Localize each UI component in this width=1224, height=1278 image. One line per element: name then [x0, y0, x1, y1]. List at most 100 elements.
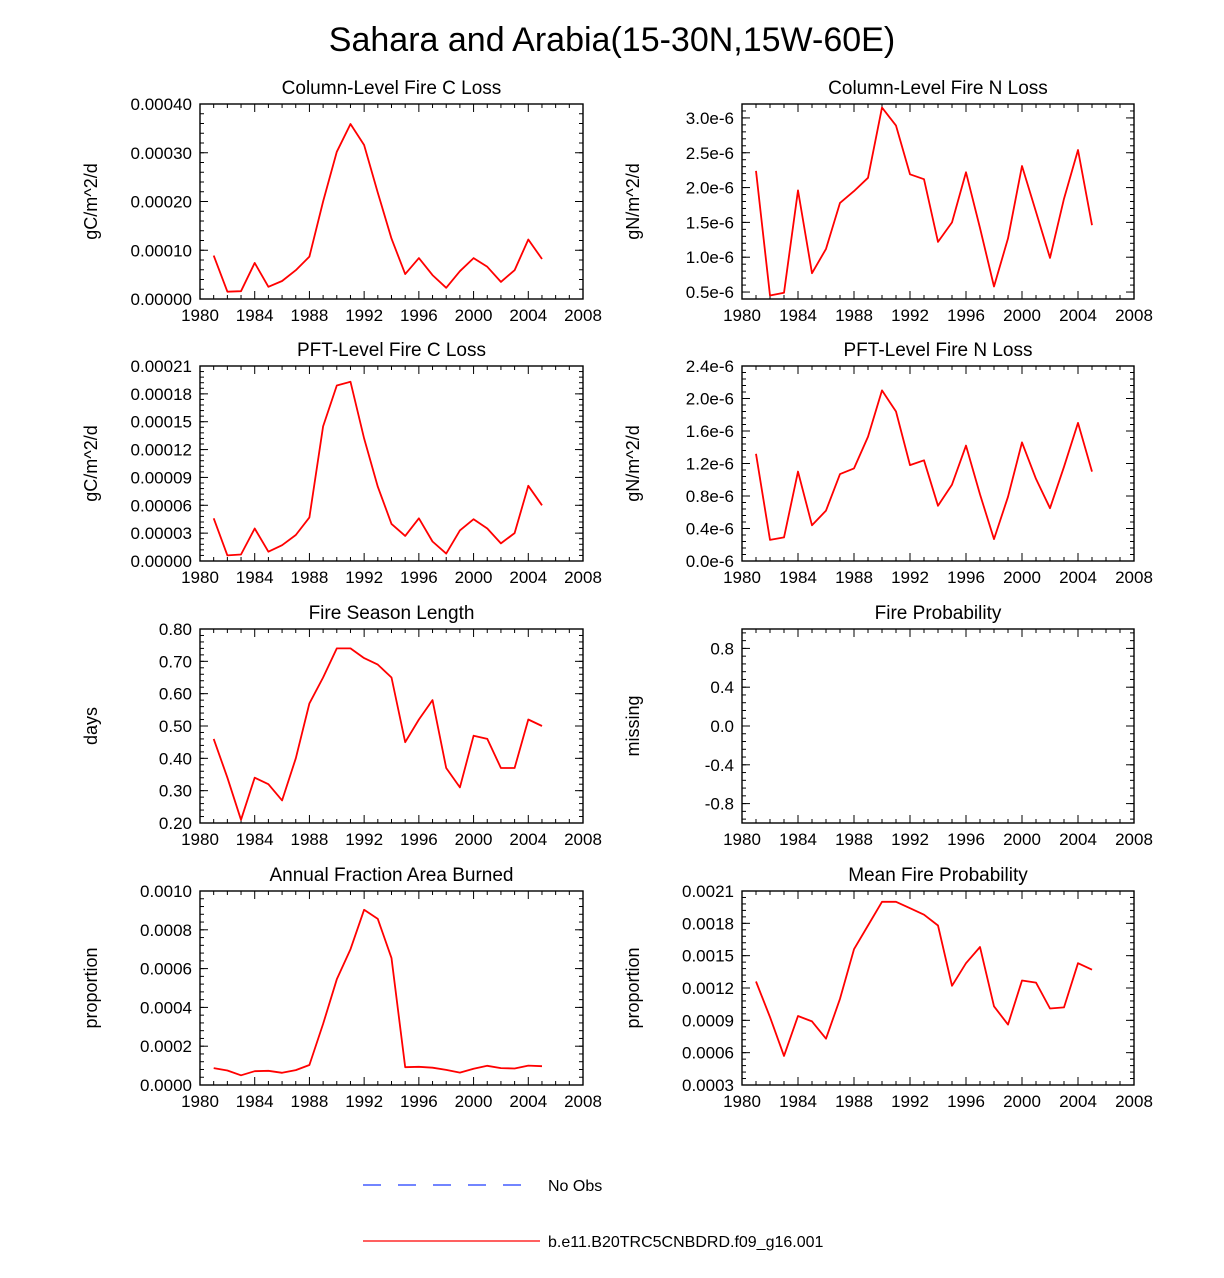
y-tick-label: -0.8 [705, 795, 734, 814]
x-tick-label: 1980 [181, 830, 219, 849]
panel-5: Fire Season Length 1980 1984 1988 1992 1996 20… [81, 603, 602, 849]
x-tick-label: 2004 [509, 568, 547, 587]
x-tick-label: 1992 [345, 1092, 383, 1111]
x-tick-label: 1984 [779, 830, 817, 849]
x-tick-label: 2000 [1003, 568, 1041, 587]
x-tick-label: 1992 [891, 1092, 929, 1111]
plot-frame [199, 103, 584, 300]
x-tick-label: 2008 [1115, 1092, 1153, 1111]
x-tick-label: 1988 [291, 568, 329, 587]
x-tick-label: 2000 [1003, 830, 1041, 849]
x-tick-label: 2000 [455, 1092, 493, 1111]
x-tick-label: 1984 [236, 568, 274, 587]
x-tick-label: 1980 [181, 568, 219, 587]
x-tick-label: 1992 [345, 568, 383, 587]
x-tick-label: 2008 [1115, 306, 1153, 325]
y-tick-label: 0.50 [159, 717, 192, 736]
x-tick-label: 1996 [947, 1092, 985, 1111]
y-tick-label: 0.00000 [131, 290, 192, 309]
y-tick-label: 0.0012 [682, 979, 734, 998]
x-tick-label: 1988 [291, 830, 329, 849]
y-tick-label: 0.0000 [140, 1076, 192, 1095]
y-tick-label: 0.00010 [131, 241, 192, 260]
panel-grid: Column-Level Fire C Loss 1980 1984 1988 1992… [81, 78, 1153, 1111]
x-tick-label: 2004 [1059, 568, 1097, 587]
x-tick-label: 1996 [947, 830, 985, 849]
y-tick-label: 3.0e-6 [686, 109, 734, 128]
y-axis-label: gC/m^2/d [81, 163, 101, 239]
x-tick-label: 2000 [455, 830, 493, 849]
plot-frame [741, 103, 1135, 300]
x-tick-label: 1980 [723, 306, 761, 325]
y-tick-label: 0.0015 [682, 947, 734, 966]
x-tick-label: 1992 [891, 306, 929, 325]
series-line [755, 900, 1093, 1057]
panel-title: PFT-Level Fire C Loss [297, 340, 486, 361]
y-tick-label: 0.00040 [131, 95, 192, 114]
x-tick-label: 1996 [400, 568, 438, 587]
y-tick-label: 0.0003 [682, 1076, 734, 1095]
x-tick-label: 2000 [1003, 306, 1041, 325]
x-tick-label: 1988 [835, 306, 873, 325]
y-tick-label: 0.0 [710, 717, 734, 736]
y-tick-label: 0.00009 [131, 468, 192, 487]
y-tick-label: 0.60 [159, 685, 192, 704]
x-tick-label: 2004 [509, 1092, 547, 1111]
y-tick-label: 0.00021 [131, 357, 192, 376]
y-tick-label: 0.4 [710, 678, 734, 697]
y-tick-label: 1.5e-6 [686, 213, 734, 232]
y-tick-label: 1.2e-6 [686, 455, 734, 474]
x-tick-label: 1984 [236, 306, 274, 325]
x-tick-label: 1992 [345, 830, 383, 849]
plot-frame [741, 890, 1135, 1086]
y-tick-label: 0.0010 [140, 882, 192, 901]
x-tick-label: 1988 [835, 568, 873, 587]
x-tick-label: 1988 [835, 1092, 873, 1111]
x-tick-label: 2004 [1059, 1092, 1097, 1111]
x-tick-label: 1980 [181, 306, 219, 325]
panel-title: PFT-Level Fire N Loss [844, 340, 1033, 361]
x-tick-label: 2008 [564, 306, 602, 325]
panel-8: Mean Fire Probability 1980 1984 1988 1992 199… [623, 865, 1153, 1111]
series-line [212, 123, 543, 293]
x-tick-label: 1996 [947, 568, 985, 587]
series-line [213, 908, 543, 1077]
x-tick-label: 1984 [236, 830, 274, 849]
y-tick-label: 0.0018 [682, 914, 734, 933]
y-axis-label: gN/m^2/d [623, 163, 643, 239]
x-tick-label: 2000 [455, 306, 493, 325]
y-tick-label: 0.0002 [140, 1037, 192, 1056]
series-line [212, 380, 543, 557]
x-tick-label: 2008 [564, 568, 602, 587]
y-tick-label: 0.70 [159, 652, 192, 671]
y-tick-label: 0.00018 [131, 385, 192, 404]
series-line [755, 106, 1093, 297]
plot-frame [741, 365, 1135, 562]
x-tick-label: 1980 [723, 830, 761, 849]
legend: No Obs b.e11.B20TRC5CNBDRD.f09_g16.001 [363, 1178, 824, 1251]
y-tick-label: 0.8 [710, 639, 734, 658]
y-tick-label: 0.00003 [131, 524, 192, 543]
y-tick-label: 0.0021 [682, 882, 734, 901]
panel-title: Fire Season Length [309, 603, 475, 624]
x-tick-label: 2008 [564, 1092, 602, 1111]
x-tick-label: 2008 [564, 830, 602, 849]
y-tick-label: 2.0e-6 [686, 179, 734, 198]
panel-2: Column-Level Fire N Loss 1980 1984 1988 1992… [623, 78, 1153, 325]
y-tick-label: 0.0009 [682, 1011, 734, 1030]
x-tick-label: 1984 [779, 1092, 817, 1111]
x-tick-label: 2004 [1059, 306, 1097, 325]
panel-3: PFT-Level Fire C Loss 1980 1984 1988 1992 199… [81, 340, 602, 587]
x-tick-label: 1984 [779, 306, 817, 325]
x-tick-label: 1996 [400, 830, 438, 849]
y-tick-label: 0.00015 [131, 413, 192, 432]
x-tick-label: 2008 [1115, 830, 1153, 849]
x-tick-label: 1992 [891, 830, 929, 849]
y-tick-label: 2.0e-6 [686, 390, 734, 409]
x-tick-label: 1980 [723, 568, 761, 587]
y-axis-label: gN/m^2/d [623, 425, 643, 501]
x-tick-label: 1988 [291, 306, 329, 325]
plot-frame [199, 890, 584, 1086]
y-tick-label: 0.00012 [131, 441, 192, 460]
